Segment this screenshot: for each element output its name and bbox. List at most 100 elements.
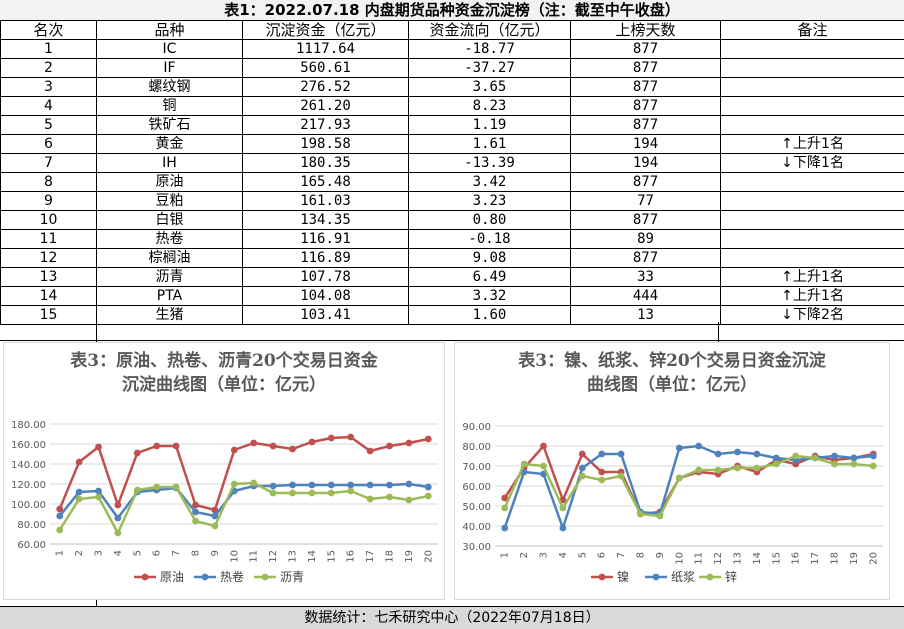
note-cell: ↑上升1名 (721, 135, 904, 154)
legend-label: 镍 (617, 570, 629, 584)
fund-cell: 104.08 (243, 287, 409, 306)
grid-line (96, 322, 97, 342)
days-cell: 877 (571, 116, 721, 135)
x-tick-label: 5 (577, 552, 588, 558)
data-point (657, 513, 664, 520)
data-point (289, 490, 296, 497)
data-point (831, 461, 838, 468)
data-point (715, 467, 722, 474)
data-point (309, 482, 316, 489)
note-text: 上升1名 (793, 136, 844, 152)
note-cell (721, 97, 904, 116)
y-tick-label: 80.00 (17, 520, 46, 531)
data-point (851, 455, 858, 462)
x-tick-label: 12 (713, 552, 724, 565)
data-point (870, 453, 877, 460)
data-point (579, 451, 586, 458)
x-tick-label: 6 (152, 550, 163, 556)
flow-cell: 1.61 (409, 135, 571, 154)
data-point (309, 439, 316, 446)
y-tick-label: 180.00 (11, 420, 46, 431)
x-tick-label: 17 (365, 550, 376, 563)
fund-cell: 107.78 (243, 268, 409, 287)
x-tick-label: 8 (636, 552, 647, 558)
x-tick-label: 7 (616, 552, 627, 558)
x-tick-label: 16 (346, 550, 357, 563)
flow-cell: 8.23 (409, 97, 571, 116)
data-point (386, 494, 393, 501)
fund-cell: 198.58 (243, 135, 409, 154)
data-point (328, 435, 335, 442)
data-point (501, 505, 508, 512)
data-point (386, 443, 393, 450)
days-cell: 33 (571, 268, 721, 287)
data-point (540, 443, 547, 450)
x-tick-label: 2 (519, 552, 530, 558)
x-tick-label: 14 (307, 550, 318, 563)
data-point (579, 465, 586, 472)
legend-marker (142, 574, 149, 581)
name-cell: 黄金 (97, 135, 243, 154)
note-cell (721, 249, 904, 268)
x-tick-label: 18 (385, 550, 396, 563)
x-tick-label: 9 (655, 552, 666, 558)
note-cell (721, 116, 904, 135)
data-point (870, 463, 877, 470)
fund-cell: 276.52 (243, 78, 409, 97)
flow-cell: 3.23 (409, 192, 571, 211)
data-point (406, 497, 413, 504)
data-point (115, 515, 122, 522)
data-point (76, 459, 83, 466)
note-cell (721, 211, 904, 230)
data-point (560, 525, 567, 532)
x-tick-label: 10 (229, 550, 240, 563)
data-point (153, 484, 160, 491)
data-point (76, 496, 83, 503)
data-point (289, 446, 296, 453)
name-cell: PTA (97, 287, 243, 306)
fund-cell: 116.89 (243, 249, 409, 268)
flow-cell: 3.32 (409, 287, 571, 306)
x-tick-label: 11 (694, 552, 705, 565)
fund-cell: 180.35 (243, 154, 409, 173)
y-tick-label: 80.00 (462, 442, 491, 453)
legend-label: 热卷 (220, 569, 244, 584)
data-point (309, 490, 316, 497)
data-point (598, 477, 605, 484)
x-tick-label: 8 (191, 550, 202, 556)
data-point (695, 443, 702, 450)
flow-cell: 9.08 (409, 249, 571, 268)
data-point (367, 482, 374, 489)
days-cell: 877 (571, 173, 721, 192)
series-line-3 (60, 483, 429, 533)
days-cell: 194 (571, 135, 721, 154)
rank-cell: 14 (1, 287, 97, 306)
data-point (579, 473, 586, 480)
days-cell: 877 (571, 211, 721, 230)
days-cell: 877 (571, 249, 721, 268)
x-tick-label: 3 (539, 552, 550, 558)
x-tick-label: 1 (500, 552, 511, 558)
data-point (115, 502, 122, 509)
x-tick-label: 17 (810, 552, 821, 565)
y-tick-label: 160.00 (11, 440, 46, 451)
series-line-2 (60, 484, 429, 518)
data-point (270, 490, 277, 497)
legend-marker (653, 574, 660, 581)
header-days: 上榜天数 (571, 21, 721, 40)
data-point (425, 484, 432, 491)
data-point (134, 487, 141, 494)
days-cell: 89 (571, 230, 721, 249)
x-tick-label: 4 (558, 552, 569, 558)
days-cell: 194 (571, 154, 721, 173)
